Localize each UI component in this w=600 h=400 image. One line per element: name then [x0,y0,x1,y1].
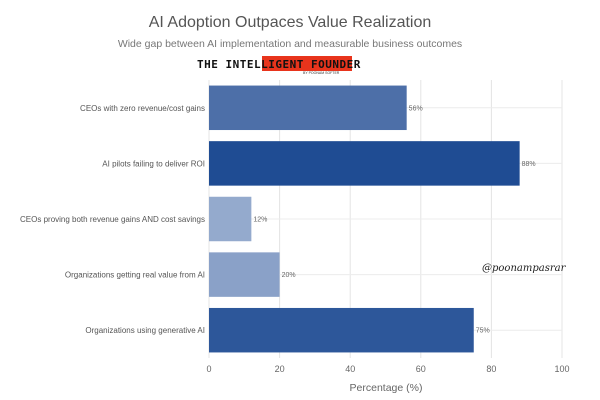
data-label: 56% [409,105,423,112]
x-tick-label: 80 [486,364,496,374]
x-tick-label: 20 [275,364,285,374]
category-label: Organizations getting real value from AI [65,271,205,280]
category-labels: CEOs with zero revenue/cost gains AI pilo… [20,104,205,335]
x-tick-label: 40 [345,364,355,374]
bar [209,141,520,186]
data-label: 12% [253,217,267,224]
bar [209,85,407,131]
brand-watermark-subtext: BY POONAM SOFTER [303,71,340,75]
category-label: CEOs with zero revenue/cost gains [80,104,205,113]
bar [209,196,252,242]
x-tick-label: 60 [416,364,426,374]
x-axis-title: Percentage (%) [350,382,423,394]
data-labels: 56% 88% 12% 20% 75% [253,105,535,334]
chart-title: AI Adoption Outpaces Value Realization [149,14,432,31]
brand-watermark-text: THE INTELLIGENT FOUNDER [197,58,361,71]
x-tick-label: 0 [206,364,211,374]
bar [209,252,280,297]
x-tick-label: 100 [554,364,569,374]
bars [209,85,520,353]
data-label: 20% [282,272,296,279]
category-label: CEOs proving both revenue gains AND cost… [20,215,205,224]
category-label: Organizations using generative AI [85,326,205,335]
author-handle-watermark: @poonampasrar [482,263,567,274]
brand-watermark: THE INTELLIGENT FOUNDER BY POONAM SOFTER [197,56,361,75]
data-label: 75% [476,328,490,335]
data-label: 88% [522,161,536,168]
x-axis-ticks: 0 20 40 60 80 100 [206,364,569,374]
category-label: AI pilots failing to deliver ROI [102,159,205,168]
bar [209,307,474,353]
brand-highlight [262,56,352,71]
chart-subtitle: Wide gap between AI implementation and m… [118,38,462,50]
